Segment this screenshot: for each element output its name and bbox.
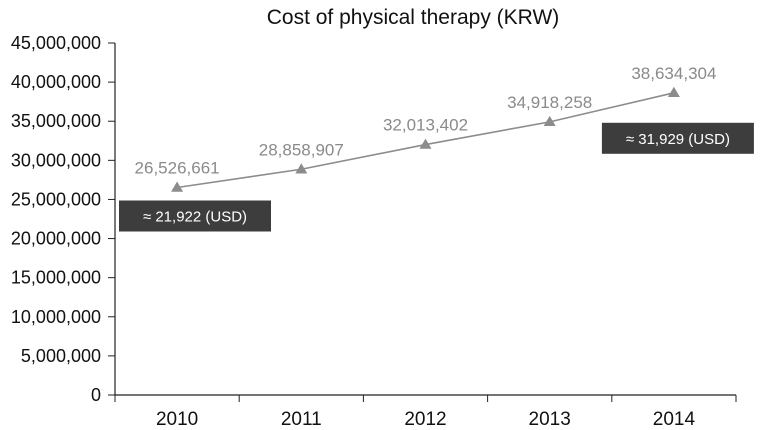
series-group (171, 86, 680, 192)
data-point-marker (171, 181, 184, 192)
y-tick-label: 0 (91, 385, 101, 405)
x-axis-ticks: 2010 2011 2012 2013 2014 (114, 395, 737, 430)
x-tick-label: 2011 (281, 409, 322, 430)
data-point-marker (543, 115, 556, 127)
data-labels: 26,526,661 28,858,907 32,013,402 34,918,258… (135, 64, 717, 178)
y-tick-label: 40,000,000 (11, 72, 101, 92)
x-tick-label: 2013 (529, 409, 571, 430)
data-label: 32,013,402 (383, 116, 468, 135)
annotation-boxes: ≈ 21,922 (USD) ≈ 31,929 (USD) (119, 122, 754, 232)
y-tick-label: 10,000,000 (11, 307, 101, 327)
data-label: 28,858,907 (259, 140, 344, 159)
y-tick-label: 20,000,000 (11, 229, 101, 249)
x-tick-label: 2010 (156, 409, 198, 430)
data-label: 34,918,258 (507, 93, 592, 112)
axes (114, 43, 736, 396)
y-tick-label: 30,000,000 (11, 150, 101, 170)
chart-title: Cost of physical therapy (KRW) (267, 6, 560, 29)
usd-annotation-box (601, 122, 754, 154)
x-tick-label: 2012 (404, 409, 446, 430)
y-tick-label: 5,000,000 (21, 346, 101, 366)
data-point-marker (295, 163, 308, 174)
y-tick-label: 45,000,000 (11, 33, 101, 53)
y-tick-label: 35,000,000 (11, 111, 101, 131)
usd-annotation-label: ≈ 31,929 (USD) (626, 131, 730, 148)
y-tick-label: 25,000,000 (11, 189, 101, 209)
y-axis-ticks: 0 5,000,000 10,000,000 15,000,000 20,000,000… (11, 33, 115, 405)
data-label: 26,526,661 (135, 159, 220, 178)
x-tick-label: 2014 (653, 409, 696, 430)
usd-annotation-label: ≈ 21,922 (USD) (143, 209, 247, 226)
data-point-marker (667, 86, 680, 97)
data-point-marker (419, 138, 432, 149)
usd-annotation-box (119, 200, 271, 232)
y-tick-label: 15,000,000 (11, 268, 101, 288)
data-label: 38,634,304 (631, 64, 716, 83)
